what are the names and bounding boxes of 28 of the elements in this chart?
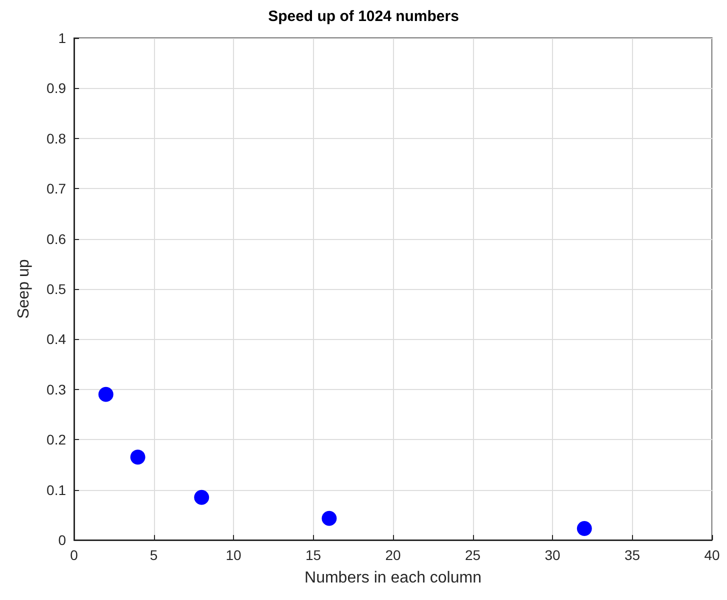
x-tick-label: 40	[704, 547, 720, 563]
x-tick-label: 25	[464, 547, 481, 563]
y-tick-label: 0.4	[46, 331, 66, 348]
y-tick-label: 0.7	[46, 180, 66, 197]
point	[130, 450, 146, 465]
y-tick-label: 0.5	[46, 281, 66, 297]
y-tick-label: 0.3	[46, 381, 66, 398]
x-tick-label: 35	[624, 547, 640, 563]
y-tick-label: 0.2	[46, 432, 66, 448]
y-tick-label: 0.6	[46, 230, 66, 247]
point	[98, 386, 114, 402]
y-tick-label: 0.8	[46, 130, 66, 146]
point	[322, 510, 337, 526]
x-tick-label: 0	[70, 547, 78, 563]
y-tick-label: 0	[58, 532, 66, 548]
y-axis-title: Seep up	[16, 259, 32, 319]
x-tick-label: 10	[226, 547, 242, 563]
y-tick-label: 1	[58, 30, 66, 46]
y-tick-label: 0.1	[46, 482, 66, 498]
point	[576, 520, 592, 536]
point	[194, 490, 210, 505]
x-tick-label: 30	[544, 547, 560, 563]
x-axis-title: Numbers in each column	[304, 570, 482, 586]
x-tick-label: 20	[385, 547, 401, 563]
x-tick-label: 15	[305, 547, 322, 563]
chart-title: Speed up of 1024 numbers	[268, 8, 459, 25]
y-tick-label: 0.9	[46, 80, 66, 96]
x-tick-label: 5	[150, 547, 158, 563]
